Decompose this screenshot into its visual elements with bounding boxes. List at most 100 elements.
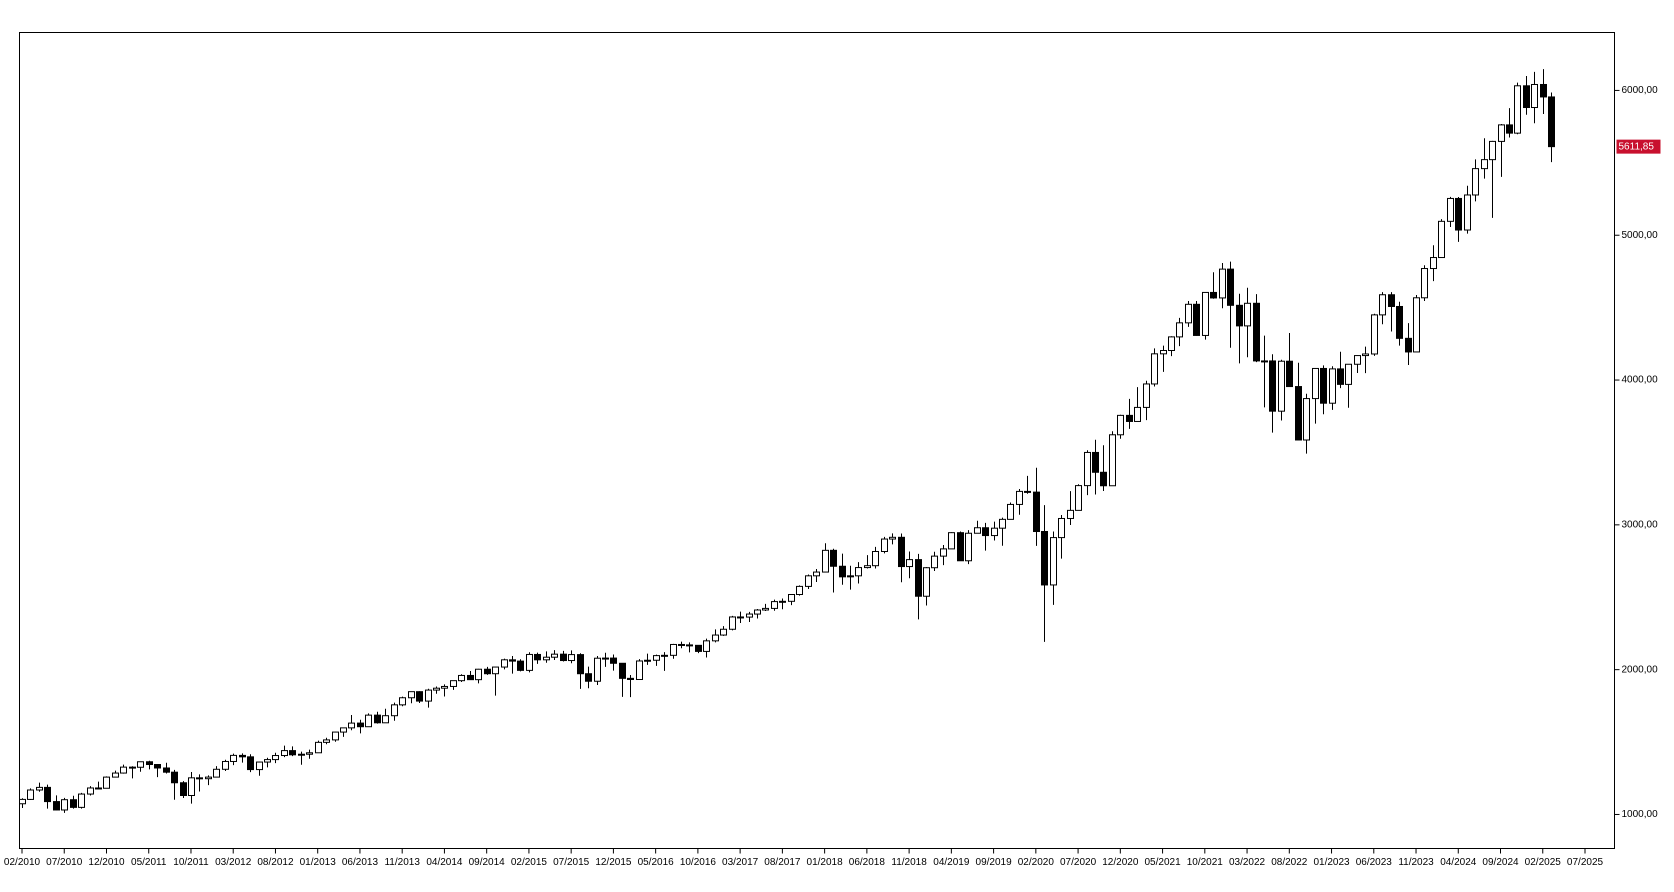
candle-body: [1472, 168, 1479, 196]
candle-body: [450, 680, 457, 687]
candle-body: [636, 660, 643, 681]
candle-body: [1185, 303, 1192, 324]
x-tick-label: 04/2024: [1440, 857, 1477, 868]
candle-body: [695, 644, 702, 652]
x-tick-label: 01/2013: [300, 857, 337, 868]
candle-body: [332, 731, 339, 741]
candle-body: [585, 673, 592, 682]
candle-body: [306, 752, 313, 755]
candle-body: [382, 715, 389, 724]
x-tick-label: 12/2020: [1102, 857, 1139, 868]
candle-body: [188, 777, 195, 796]
candle-body: [1143, 383, 1150, 408]
candle-body: [180, 782, 187, 796]
candle-body: [526, 653, 533, 671]
candle-body: [1151, 353, 1158, 385]
x-tick-label: 11/2023: [1398, 857, 1434, 868]
candle-body: [720, 628, 727, 636]
candle-body: [171, 771, 178, 784]
candle-body: [374, 714, 381, 724]
candle-body: [53, 801, 60, 811]
candle-body: [1092, 451, 1099, 473]
x-tick-label: 05/2021: [1144, 857, 1181, 868]
candle-body: [1354, 355, 1361, 365]
candle-body: [686, 644, 693, 647]
x-tick-label: 09/2014: [469, 857, 506, 868]
x-tick-label: 11/2018: [891, 857, 927, 868]
candle-body: [594, 657, 601, 682]
candle-body: [644, 659, 651, 662]
candle-body: [103, 776, 110, 789]
candle-body: [923, 567, 930, 597]
candle-body: [746, 613, 753, 618]
candle-body: [889, 536, 896, 540]
candle-body: [1464, 194, 1471, 231]
candle-body: [1312, 367, 1319, 400]
candle-body: [1253, 302, 1260, 362]
candle-body: [965, 532, 972, 562]
candle-body: [1455, 197, 1462, 231]
candle-body: [1337, 368, 1344, 385]
candle-body: [239, 754, 246, 758]
candle-body: [78, 793, 85, 808]
x-tick-label: 10/2021: [1187, 857, 1224, 868]
candle-body: [602, 657, 609, 660]
candle-body: [678, 643, 685, 646]
candle-body: [1523, 85, 1530, 109]
x-tick-label: 04/2014: [426, 857, 463, 868]
candle-body: [788, 594, 795, 602]
candle-body: [289, 750, 296, 756]
candle-body: [1244, 302, 1251, 327]
candle-body: [1540, 83, 1547, 98]
x-tick-label: 06/2013: [342, 857, 379, 868]
candle-body: [1514, 85, 1521, 134]
x-tick-label: 01/2018: [807, 857, 844, 868]
candle-body: [365, 714, 372, 728]
candle-body: [881, 538, 888, 552]
candle-body: [653, 655, 660, 661]
candle-body: [1506, 124, 1513, 134]
x-tick-label: 09/2024: [1482, 857, 1519, 868]
y-tick-label: 2000,00: [1622, 664, 1659, 675]
candle-body: [1269, 360, 1276, 412]
candle-body: [87, 787, 94, 795]
candle-body: [737, 616, 744, 619]
candle-body: [796, 585, 803, 596]
candle-body: [36, 786, 43, 791]
candle-body: [670, 643, 677, 656]
candle-body: [1295, 386, 1302, 441]
candle-body: [999, 518, 1006, 529]
candle-body: [27, 789, 34, 800]
y-tick-label: 4000,00: [1622, 375, 1659, 386]
candle-body: [129, 766, 136, 769]
candle-body: [1278, 360, 1285, 412]
candle-body: [703, 640, 710, 652]
candle-body: [222, 760, 229, 770]
candle-body: [509, 659, 516, 662]
last-price-box: [1616, 139, 1661, 154]
candle-body: [1303, 398, 1310, 441]
candle-body: [1286, 360, 1293, 388]
candle-body: [813, 571, 820, 577]
candle-body: [1261, 360, 1268, 363]
plot-frame: [19, 32, 1615, 849]
x-tick-label: 02/2025: [1525, 857, 1562, 868]
candle-body: [898, 536, 905, 568]
candle-body: [1126, 414, 1133, 422]
x-tick-label: 12/2010: [88, 857, 125, 868]
x-tick-label: 10/2011: [173, 857, 209, 868]
candle-body: [1100, 471, 1107, 487]
candle-body: [196, 777, 203, 780]
candle-body: [120, 766, 127, 774]
candle-body: [112, 772, 119, 778]
candle-body: [492, 666, 499, 675]
candle-body: [762, 607, 769, 611]
candle-body: [315, 741, 322, 754]
candle-body: [847, 575, 854, 578]
candle-body: [1193, 303, 1200, 336]
candle-body: [458, 674, 465, 682]
candle-body: [1067, 509, 1074, 519]
candle-body: [425, 689, 432, 702]
candle-body: [1438, 220, 1445, 259]
